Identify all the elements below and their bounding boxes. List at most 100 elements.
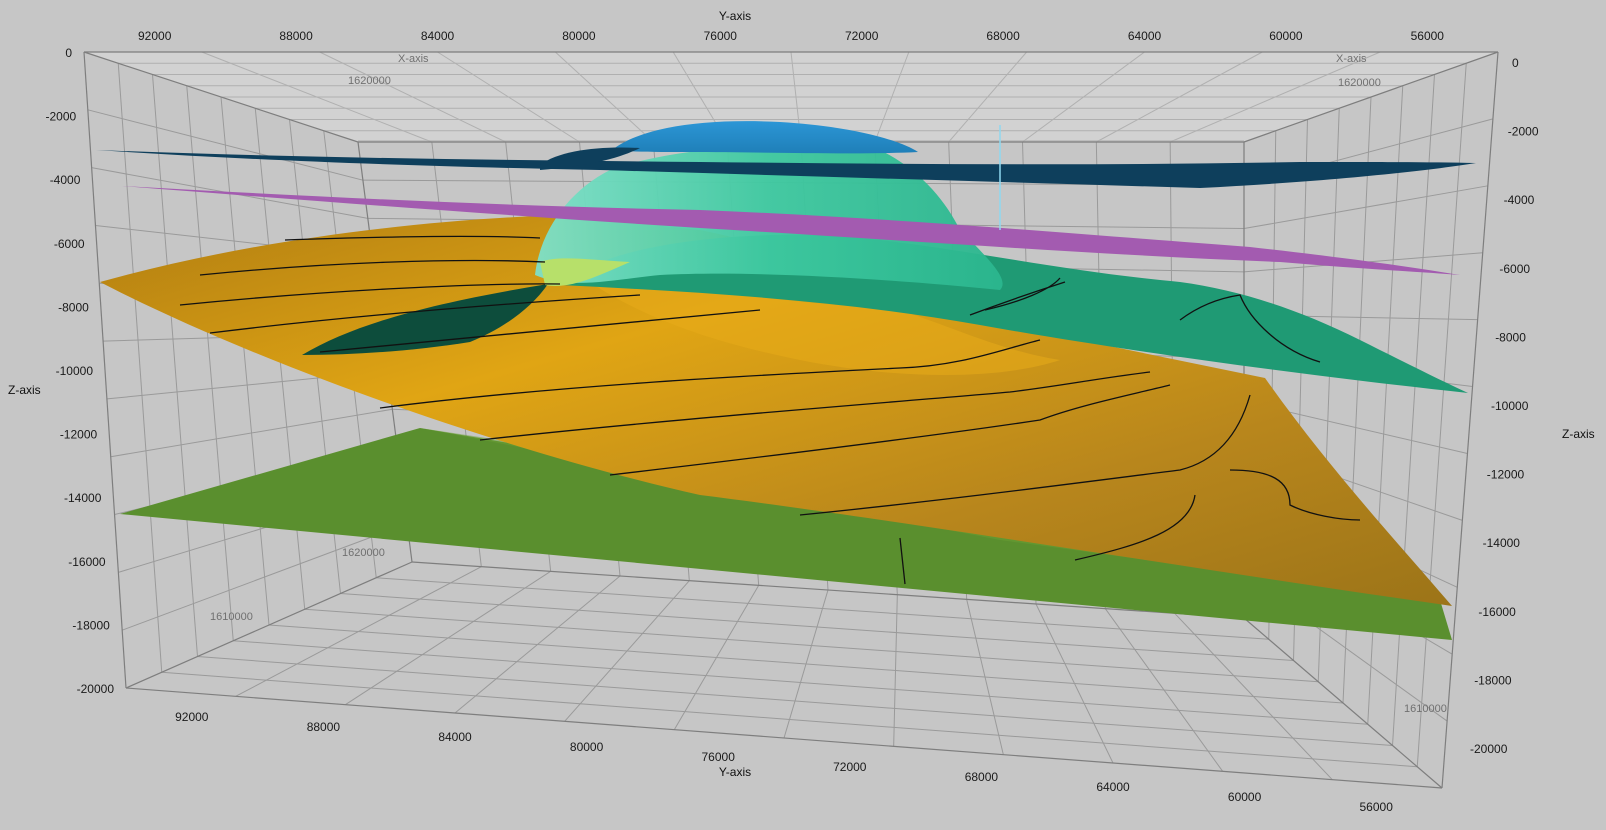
z-tick-label-left: -8000 [58,300,89,314]
contour-lines [179,235,1361,585]
grid-line [87,109,364,181]
grid-line [117,63,163,673]
x-axis-title-back: X-axis [398,53,429,65]
z-tick-label-left: -4000 [50,173,81,187]
contour-line [284,235,541,241]
z-tick-label-right: -18000 [1474,673,1512,687]
y-tick-label-bottom: 92000 [175,710,209,724]
y-axis-bottom: Y-axis 92000 88000 84000 80000 76000 72000 680… [175,710,1393,814]
frame-edge [1243,51,1499,143]
y-tick-label-top: 76000 [704,29,738,43]
dark-green-wedge[interactable] [302,284,548,355]
y-tick-label-bottom: 84000 [438,730,472,744]
grid-line [1243,185,1488,230]
z-axis-title-left: Z-axis [8,383,41,397]
y-tick-label-bottom: 60000 [1228,790,1262,804]
contour-line [609,384,1171,476]
x-tick-back-left: 1620000 [348,75,391,87]
salt-dome-top[interactable] [612,121,918,154]
y-axis-top: Y-axis 92000 88000 84000 80000 76000 72000 680… [138,9,1444,43]
frame-edge [125,561,413,689]
z-tick-label-left: -14000 [64,491,102,505]
contour-line [479,371,1151,441]
z-tick-label-left: -2000 [45,110,76,124]
grid-line [1416,63,1467,767]
contour-line [179,283,561,306]
z-tick-label-left: 0 [65,46,72,60]
grid-line [186,85,234,641]
z-tick-label-left: -18000 [72,618,110,632]
y-tick-label-top: 92000 [138,29,172,43]
y-tick-label-bottom: 56000 [1360,800,1394,814]
z-tick-label-right: -2000 [1508,125,1539,139]
z-tick-label-right: -12000 [1487,468,1525,482]
contour-line [799,394,1251,516]
y-axis-top-ticks: 92000 88000 84000 80000 76000 72000 68000 64000… [138,29,1444,43]
z-tick-label-right: -10000 [1491,399,1529,413]
grid-line [161,671,1418,768]
contour-line [1074,494,1196,561]
x-tick-floor-1: 1620000 [342,547,385,559]
z-tick-label-left: -10000 [56,364,94,378]
y-tick-label-top: 88000 [279,29,313,43]
z-tick-label-left: -12000 [60,428,98,442]
olive-horizon-surface[interactable] [120,428,1452,640]
z-axis-right-ticks: 0 -2000 -4000 -6000 -8000 -10000 -12000 -14000 -… [1470,56,1539,756]
y-tick-label-bottom: 64000 [1096,780,1130,794]
contour-line [319,309,761,353]
grid-line [197,656,1393,746]
z-tick-label-right: 0 [1512,56,1519,70]
y-tick-label-top: 64000 [1128,29,1162,43]
y-tick-label-bottom: 72000 [833,760,867,774]
frame-edge [1441,51,1499,789]
y-axis-title-bottom: Y-axis [719,765,751,779]
z-axis-left-ticks: 0 -2000 -4000 -6000 -8000 -10000 -12000 -14000 -… [45,46,114,696]
grid-line [268,624,1344,704]
y-tick-label-bottom: 76000 [702,750,736,764]
z-tick-label-right: -20000 [1470,742,1508,756]
y-axis-bottom-ticks: 92000 88000 84000 80000 76000 72000 68000 64000… [175,710,1393,814]
top-horizon-bump [540,147,640,170]
z-axis-right: Z-axis 0 -2000 -4000 -6000 -8000 -10000 -12000… [1470,56,1595,756]
x-axis-labels: X-axis X-axis 1620000 1620000 1620000 16… [210,53,1447,715]
y-tick-label-top: 68000 [986,29,1020,43]
top-horizon-surface[interactable] [96,150,1476,188]
frame-edge [83,51,127,689]
y-axis-title-top: Y-axis [719,9,751,23]
z-axis-title-right: Z-axis [1562,427,1595,441]
y-tick-label-bottom: 68000 [965,770,999,784]
z-tick-label-left: -20000 [77,682,115,696]
z-tick-label-left: -6000 [54,237,85,251]
z-tick-label-right: -6000 [1499,262,1530,276]
frame-edge [411,561,1245,619]
grid-line [220,96,270,626]
grid-line [1392,74,1435,746]
contour-line [899,537,906,585]
z-tick-label-right: -16000 [1478,605,1516,619]
frame-edge [83,51,359,143]
z-tick-label-right: -4000 [1504,193,1535,207]
frame-edge [1243,617,1443,789]
y-tick-label-top: 84000 [421,29,455,43]
grid-line [110,408,393,458]
contour-line [969,281,1066,316]
x-tick-floor-right: 1610000 [1404,703,1447,715]
grid-line [233,640,1368,725]
grid-line [152,74,198,657]
frame-edge [125,687,1443,789]
contour-line [199,259,546,276]
contour-line [379,339,1041,409]
grid-line [122,523,408,631]
grid-line [304,608,1319,683]
z-tick-label-right: -14000 [1483,536,1521,550]
salt-dome-lime-band [540,258,630,286]
z-tick-label-left: -16000 [68,555,106,569]
purple-horizon-surface[interactable] [122,186,1460,275]
y-tick-label-top: 72000 [845,29,879,43]
x-axis-title-back-right: X-axis [1336,53,1367,65]
x-tick-floor-2: 1610000 [210,611,253,623]
contour-line [984,277,1061,311]
y-tick-label-top: 56000 [1411,29,1445,43]
